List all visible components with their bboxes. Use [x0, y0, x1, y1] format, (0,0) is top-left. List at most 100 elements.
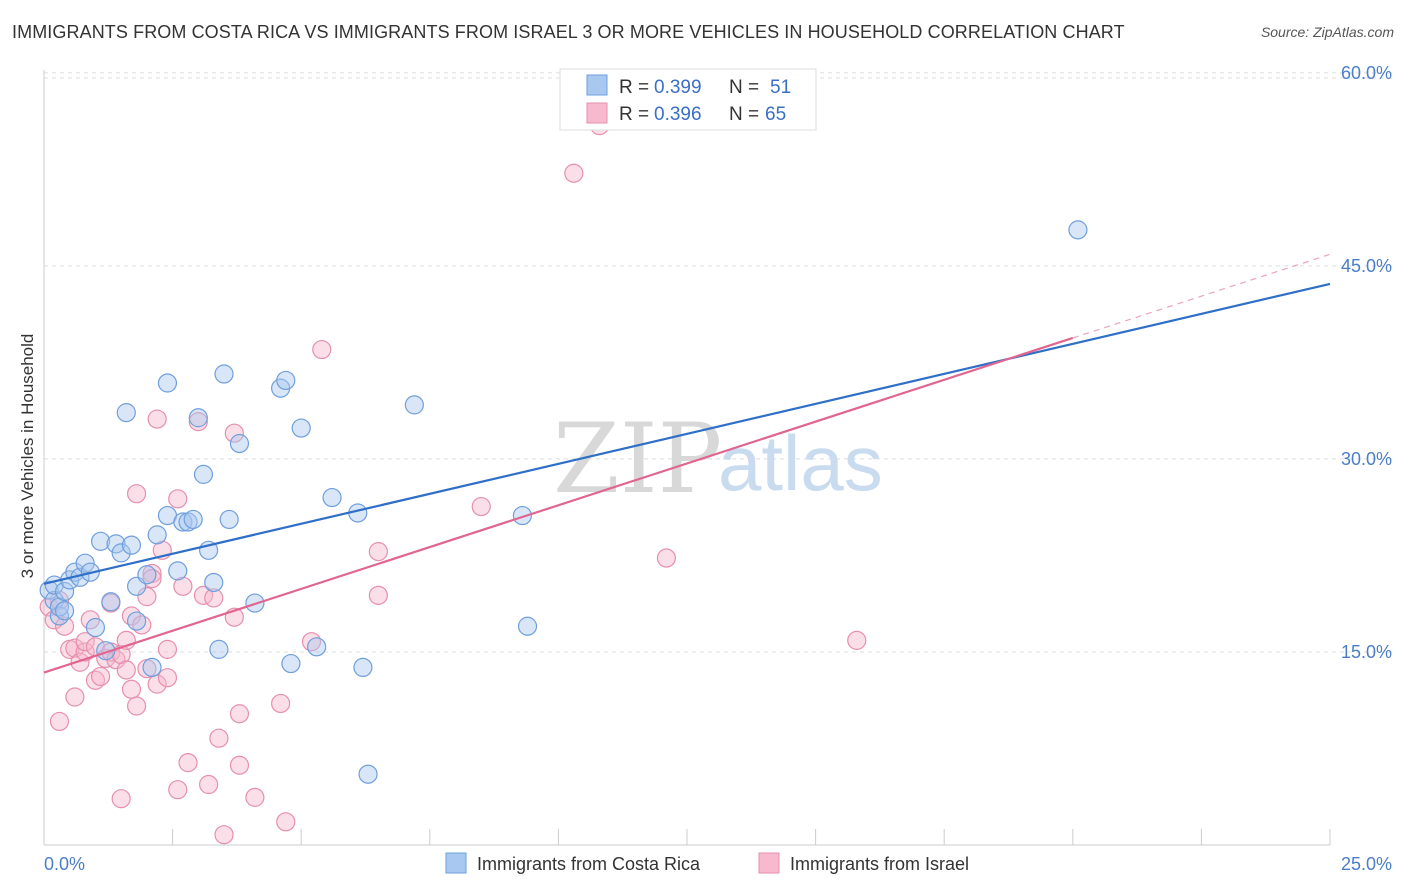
- legend-r-label-israel: R =: [619, 104, 649, 125]
- data-point-israel: [157, 668, 178, 688]
- data-point-israel: [90, 666, 111, 687]
- data-point-costa-rica: [307, 637, 327, 657]
- data-point-israel: [168, 780, 188, 800]
- legend-n-label-israel: N =: [729, 104, 759, 125]
- trend-line-israel-extension: [1072, 253, 1331, 339]
- data-point-costa-rica: [219, 509, 239, 530]
- data-point-israel: [137, 587, 157, 607]
- data-point-israel: [271, 693, 291, 714]
- data-point-israel: [471, 496, 491, 517]
- legend-n-label-costa-rica: N =: [729, 77, 759, 98]
- bottom-legend-swatch-costa-rica: [445, 852, 467, 874]
- data-point-costa-rica: [126, 611, 147, 631]
- data-point-costa-rica: [178, 512, 198, 532]
- correlation-legend: R = 0.399 N = 51 R = 0.396 N = 65: [559, 68, 817, 131]
- data-point-israel: [132, 615, 152, 635]
- series-costa-rica-points: [39, 220, 1088, 784]
- series-legend: Immigrants from Costa Rica Immigrants fr…: [445, 852, 969, 874]
- data-point-costa-rica: [168, 561, 188, 581]
- data-point-costa-rica: [137, 565, 157, 585]
- data-point-israel: [147, 409, 167, 429]
- data-point-israel: [312, 339, 332, 360]
- watermark: ZIP atlas: [553, 403, 883, 515]
- data-point-costa-rica: [111, 543, 131, 563]
- data-point-israel: [121, 679, 142, 699]
- data-point-costa-rica: [276, 370, 296, 391]
- data-point-israel: [245, 787, 265, 807]
- legend-swatch-costa-rica: [586, 74, 608, 96]
- legend-r-value-costa-rica: 0.399: [654, 77, 702, 98]
- data-point-costa-rica: [85, 617, 106, 638]
- legend-r-value-israel: 0.396: [654, 104, 702, 125]
- trend-lines: [43, 253, 1331, 674]
- data-point-costa-rica: [322, 487, 342, 508]
- bottom-legend-label-israel: Immigrants from Israel: [790, 854, 969, 874]
- y-tick-label: 15.0%: [1341, 642, 1392, 662]
- bottom-legend-label-costa-rica: Immigrants from Costa Rica: [477, 854, 701, 874]
- data-point-costa-rica: [404, 395, 424, 415]
- data-point-costa-rica: [193, 464, 214, 484]
- data-point-israel: [178, 753, 198, 773]
- data-point-costa-rica: [39, 580, 59, 600]
- data-point-costa-rica: [101, 592, 121, 612]
- data-point-israel: [168, 489, 188, 509]
- data-point-costa-rica: [183, 509, 203, 530]
- x-axis-ticks: [43, 829, 1331, 845]
- legend-r-label-costa-rica: R =: [619, 77, 649, 98]
- data-point-costa-rica: [121, 535, 142, 555]
- data-point-israel: [229, 704, 250, 724]
- data-point-israel: [564, 163, 584, 183]
- data-point-israel: [75, 642, 95, 662]
- data-point-costa-rica: [204, 572, 224, 593]
- trend-line-costa-rica: [43, 282, 1331, 585]
- data-point-israel: [75, 632, 95, 652]
- data-point-costa-rica: [75, 553, 95, 573]
- data-point-israel: [199, 774, 219, 795]
- data-point-costa-rica: [157, 373, 178, 393]
- data-point-costa-rica: [147, 525, 167, 545]
- data-point-israel: [173, 576, 193, 596]
- bottom-legend-swatch-israel: [758, 852, 780, 874]
- data-point-costa-rica: [229, 433, 250, 454]
- data-point-costa-rica: [517, 616, 538, 636]
- data-point-israel: [301, 632, 322, 652]
- data-point-israel: [85, 670, 106, 690]
- data-point-israel: [126, 484, 147, 504]
- data-point-israel: [157, 639, 178, 659]
- data-point-costa-rica: [214, 364, 234, 384]
- data-point-israel: [209, 728, 229, 748]
- data-point-costa-rica: [209, 639, 229, 659]
- data-point-israel: [368, 541, 388, 562]
- y-axis-tick-labels: 15.0% 30.0% 45.0% 60.0%: [1341, 63, 1392, 662]
- data-point-israel: [65, 687, 85, 707]
- data-point-israel: [847, 630, 867, 650]
- legend-n-value-costa-rica: 51: [770, 77, 791, 98]
- data-point-israel: [368, 585, 388, 605]
- data-point-israel: [54, 616, 75, 636]
- data-point-costa-rica: [1068, 220, 1088, 240]
- chart-title: IMMIGRANTS FROM COSTA RICA VS IMMIGRANTS…: [12, 22, 1125, 42]
- data-point-costa-rica: [281, 653, 301, 674]
- gridlines: [44, 72, 1392, 653]
- data-point-costa-rica: [512, 505, 532, 526]
- data-point-israel: [126, 696, 147, 716]
- trend-line-israel: [43, 336, 1074, 674]
- data-point-israel: [49, 711, 70, 732]
- data-point-israel: [224, 423, 244, 443]
- data-point-costa-rica: [106, 534, 126, 554]
- x-tick-label-min: 0.0%: [44, 854, 85, 874]
- data-point-costa-rica: [353, 657, 373, 678]
- watermark-atlas: atlas: [718, 419, 883, 507]
- data-point-costa-rica: [116, 403, 136, 423]
- data-point-costa-rica: [54, 601, 75, 621]
- y-tick-label: 60.0%: [1341, 63, 1392, 83]
- data-point-israel: [49, 590, 70, 611]
- data-point-israel: [142, 569, 162, 589]
- x-tick-label-max: 25.0%: [1341, 854, 1392, 874]
- legend-n-value-israel: 65: [765, 104, 786, 125]
- data-point-costa-rica: [90, 531, 111, 551]
- data-point-israel: [229, 755, 250, 775]
- y-axis-title: 3 or more Vehicles in Household: [18, 334, 37, 579]
- data-point-costa-rica: [188, 408, 208, 428]
